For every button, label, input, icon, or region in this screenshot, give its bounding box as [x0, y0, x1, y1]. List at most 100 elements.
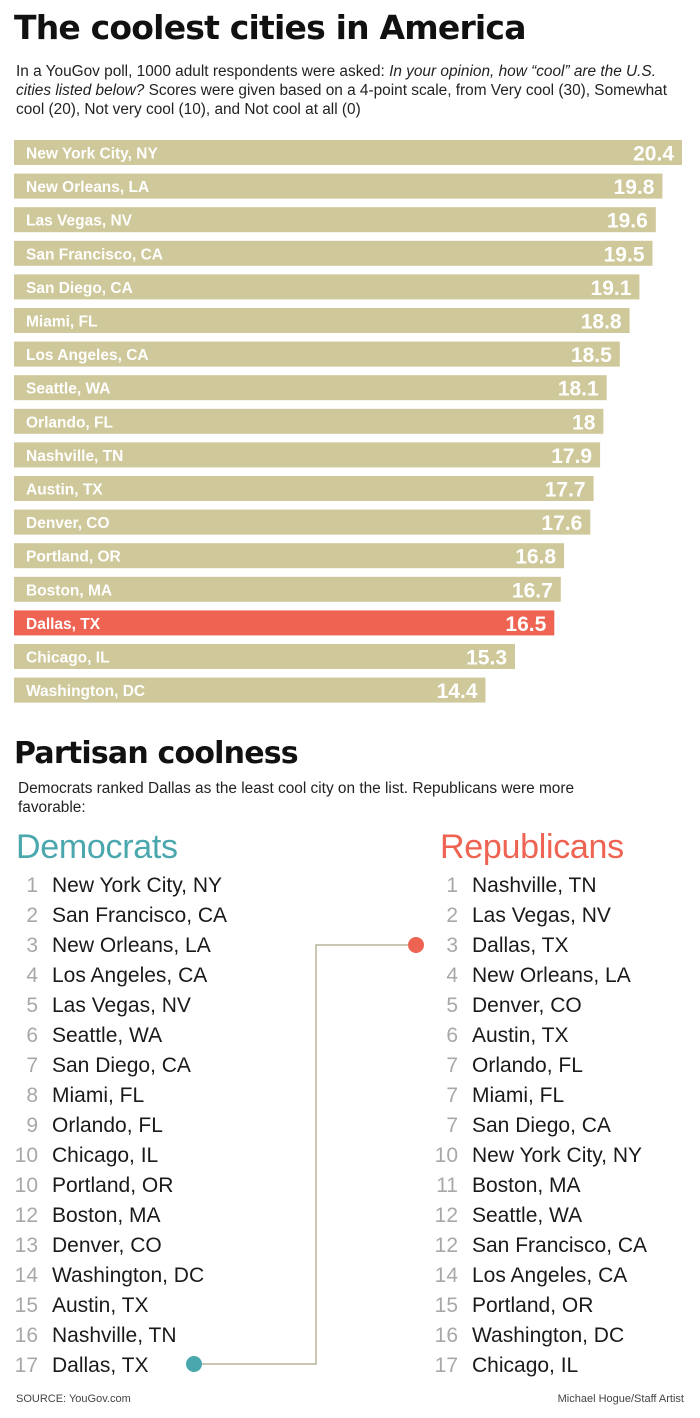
rank-city: Denver, CO: [52, 1234, 162, 1257]
rank-number: 10: [14, 1144, 38, 1167]
bar-group-nashville-tn: Nashville, TN 17.9: [14, 442, 601, 468]
rank-city: Orlando, FL: [52, 1114, 163, 1137]
rank-number: 10: [434, 1144, 458, 1167]
rank-city: Miami, FL: [472, 1084, 565, 1107]
bar-group-washington-dc: Washington, DC 14.4: [14, 677, 486, 703]
bar-orlando-fl: [14, 408, 604, 434]
bar-group-las-vegas-nv: Las Vegas, NV 19.6: [14, 207, 656, 233]
rank-number: 2: [26, 904, 38, 927]
rank-city: New Orleans, LA: [472, 964, 631, 987]
rank-number: 16: [14, 1324, 38, 1347]
bar-value-label: 17.9: [551, 445, 592, 468]
bar-label: Washington, DC: [26, 683, 145, 700]
bar-austin-tx: [14, 476, 594, 501]
rank-number: 15: [14, 1294, 38, 1317]
bar-los-angeles-ca: [14, 341, 620, 367]
bar-value-label: 15.3: [466, 647, 507, 670]
bar-group-dallas-tx: Dallas, TX 16.5: [14, 610, 555, 636]
rank-city: Boston, MA: [472, 1174, 581, 1197]
bar-label: Chicago, IL: [26, 650, 110, 667]
bar-group-orlando-fl: Orlando, FL 18: [14, 408, 604, 434]
source-note: SOURCE: YouGov.com: [16, 1393, 131, 1405]
bar-group-miami-fl: Miami, FL 18.8: [14, 308, 630, 334]
rank-city: Denver, CO: [472, 994, 582, 1017]
rank-number: 12: [434, 1204, 458, 1227]
bar-label: Dallas, TX: [26, 616, 101, 633]
rank-city: San Diego, CA: [52, 1054, 191, 1077]
rank-number: 12: [14, 1204, 38, 1227]
bar-value-label: 19.5: [604, 243, 645, 266]
rank-city: New York City, NY: [472, 1144, 642, 1167]
bar-label: San Francisco, CA: [26, 246, 163, 263]
artist-credit: Michael Hogue/Staff Artist: [557, 1393, 684, 1405]
bar-label: New Orleans, LA: [26, 179, 149, 196]
rank-number: 13: [14, 1234, 38, 1257]
rank-city: San Diego, CA: [472, 1114, 611, 1137]
rank-city: Boston, MA: [52, 1204, 161, 1227]
rank-number: 5: [26, 994, 38, 1017]
bar-group-austin-tx: Austin, TX 17.7: [14, 476, 594, 502]
bar-washington-dc: [14, 677, 486, 703]
rank-number: 7: [446, 1054, 458, 1077]
chart-title: The coolest cities in America: [14, 8, 526, 47]
rank-number: 7: [446, 1114, 458, 1137]
rank-number: 5: [446, 994, 458, 1017]
bar-value-label: 18: [572, 411, 596, 434]
bar-label: Austin, TX: [26, 482, 103, 499]
rank-city: New Orleans, LA: [52, 934, 211, 957]
bar-nashville-tn: [14, 442, 601, 468]
democrats-dallas-marker: [186, 1356, 202, 1372]
bar-value-label: 18.1: [558, 378, 599, 401]
bar-value-label: 20.4: [633, 143, 674, 166]
rank-number: 14: [14, 1264, 38, 1287]
bar-value-label: 17.6: [541, 512, 582, 535]
bar-group-denver-co: Denver, CO 17.6: [14, 509, 591, 535]
bar-value-label: 19.8: [614, 176, 655, 199]
bar-group-los-angeles-ca: Los Angeles, CA 18.5: [14, 341, 620, 367]
rank-city: Los Angeles, CA: [472, 1264, 628, 1287]
rank-city: San Francisco, CA: [472, 1234, 648, 1257]
bar-label: Las Vegas, NV: [26, 213, 133, 230]
rank-number: 7: [446, 1084, 458, 1107]
bar-group-san-diego-ca: San Diego, CA 19.1: [14, 274, 640, 300]
bar-label: Los Angeles, CA: [26, 347, 149, 364]
rank-city: Portland, OR: [52, 1174, 174, 1197]
bar-value-label: 16.7: [512, 579, 553, 602]
rank-city: Chicago, IL: [52, 1144, 159, 1167]
rank-city: San Francisco, CA: [52, 904, 228, 927]
bar-group-portland-or: Portland, OR 16.8: [14, 543, 565, 569]
bar-value-label: 16.5: [505, 613, 546, 636]
bar-chicago-il: [14, 644, 515, 669]
intro-tail: Scores were given based on a 4-point sca…: [16, 82, 668, 118]
partisan-intro: Democrats ranked Dallas as the least coo…: [18, 780, 575, 816]
rank-number: 16: [434, 1324, 458, 1347]
bar-label: Seattle, WA: [26, 381, 110, 398]
rank-city: Washington, DC: [472, 1324, 625, 1347]
rank-number: 4: [446, 964, 458, 987]
bar-new-york-city-ny: [14, 140, 682, 165]
rank-city: Washington, DC: [52, 1264, 205, 1287]
bar-group-boston-ma: Boston, MA 16.7: [14, 576, 561, 602]
rank-city: Seattle, WA: [52, 1024, 163, 1047]
bar-group-new-york-city-ny: New York City, NY 20.4: [14, 140, 682, 166]
bar-denver-co: [14, 509, 591, 535]
rank-number: 6: [446, 1024, 458, 1047]
bar-label: San Diego, CA: [26, 280, 133, 297]
republicans-heading: Republicans: [440, 828, 624, 866]
partisan-title: Partisan coolness: [14, 736, 299, 771]
bar-value-label: 19.1: [591, 277, 632, 300]
bar-value-label: 16.8: [515, 546, 556, 569]
intro-question: In your opinion, how “cool” are the U.S.…: [16, 63, 656, 99]
rank-number: 2: [446, 904, 458, 927]
bar-las-vegas-nv: [14, 207, 656, 233]
rank-number: 3: [446, 934, 458, 957]
bar-value-label: 19.6: [607, 210, 648, 233]
rank-city: Las Vegas, NV: [472, 904, 611, 927]
chart-intro: In a YouGov poll, 1000 adult respondents…: [16, 62, 688, 119]
rank-city: New York City, NY: [52, 874, 222, 897]
bar-value-label: 14.4: [437, 680, 478, 703]
bar-san-francisco-ca: [14, 240, 653, 266]
bar-chart: New York City, NY 20.4 New Orleans, LA 19.8…: [14, 140, 682, 703]
bar-san-diego-ca: [14, 274, 640, 300]
bar-label: Denver, CO: [26, 515, 110, 532]
